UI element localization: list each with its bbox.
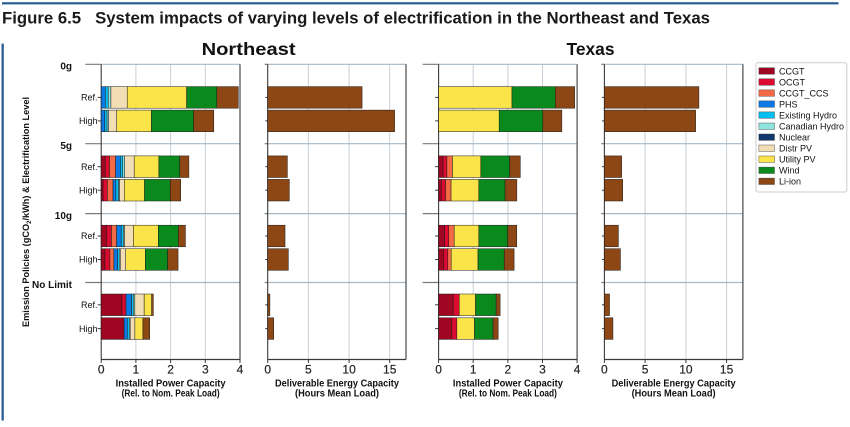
svg-text:4: 4 xyxy=(574,363,581,377)
svg-text:0: 0 xyxy=(435,363,442,377)
svg-text:2: 2 xyxy=(505,363,512,377)
svg-text:Deliverable Energy Capacity: Deliverable Energy Capacity xyxy=(612,379,736,390)
svg-text:15: 15 xyxy=(383,363,397,377)
svg-text:3: 3 xyxy=(539,363,546,377)
svg-text:Installed Power Capacity: Installed Power Capacity xyxy=(453,379,563,390)
svg-text:Emission Policies (gCO2/kWh) &: Emission Policies (gCO2/kWh) & Electrifi… xyxy=(21,97,33,327)
svg-text:1: 1 xyxy=(470,363,477,377)
svg-text:CCGT_CCS: CCGT_CCS xyxy=(779,88,829,98)
svg-text:2: 2 xyxy=(167,363,174,377)
svg-text:0: 0 xyxy=(601,363,608,377)
svg-text:PHS: PHS xyxy=(779,99,798,109)
svg-text:High: High xyxy=(79,255,98,265)
svg-text:(Rel. to Nom. Peak Load): (Rel. to Nom. Peak Load) xyxy=(122,388,220,399)
svg-text:(Hours Mean Load): (Hours Mean Load) xyxy=(632,388,716,399)
svg-text:(Hours Mean Load): (Hours Mean Load) xyxy=(295,388,379,399)
svg-text:High: High xyxy=(79,324,98,334)
svg-text:0g: 0g xyxy=(60,62,72,73)
svg-text:5g: 5g xyxy=(60,141,72,152)
svg-text:10: 10 xyxy=(679,363,693,377)
svg-text:0: 0 xyxy=(98,363,105,377)
svg-text:Distr PV: Distr PV xyxy=(779,144,812,154)
svg-text:Deliverable Energy Capacity: Deliverable Energy Capacity xyxy=(275,379,399,390)
svg-text:Existing Hydro: Existing Hydro xyxy=(779,110,837,120)
svg-text:Ref.: Ref. xyxy=(81,162,98,172)
svg-text:Wind: Wind xyxy=(779,166,800,176)
svg-text:3: 3 xyxy=(202,363,209,377)
svg-text:(Rel. to Nom. Peak Load): (Rel. to Nom. Peak Load) xyxy=(459,388,557,399)
svg-text:Installed Power Capacity: Installed Power Capacity xyxy=(116,379,226,390)
svg-text:0: 0 xyxy=(264,363,271,377)
svg-text:Nuclear: Nuclear xyxy=(779,133,810,143)
svg-text:5: 5 xyxy=(642,363,649,377)
svg-text:4: 4 xyxy=(237,363,244,377)
svg-text:High: High xyxy=(79,116,98,126)
svg-text:CCGT: CCGT xyxy=(779,66,805,76)
svg-text:Ref.: Ref. xyxy=(81,300,98,310)
svg-text:Ref.: Ref. xyxy=(81,231,98,241)
svg-text:OCGT: OCGT xyxy=(779,77,806,87)
svg-text:High: High xyxy=(79,185,98,195)
svg-text:10g: 10g xyxy=(55,211,72,222)
svg-text:Canadian Hydro: Canadian Hydro xyxy=(779,122,844,132)
svg-text:Utility PV: Utility PV xyxy=(779,155,816,165)
svg-text:15: 15 xyxy=(720,363,734,377)
svg-text:Ref.: Ref. xyxy=(81,93,98,103)
svg-text:10: 10 xyxy=(342,363,356,377)
svg-text:Texas: Texas xyxy=(567,39,615,59)
svg-text:No Limit: No Limit xyxy=(32,280,73,291)
svg-text:Figure 6.5 System impacts of: Figure 6.5 System impacts of varying lev… xyxy=(2,9,710,28)
svg-text:5: 5 xyxy=(305,363,312,377)
svg-text:1: 1 xyxy=(133,363,140,377)
svg-text:Northeast: Northeast xyxy=(202,39,296,59)
svg-text:Li-ion: Li-ion xyxy=(779,177,801,187)
